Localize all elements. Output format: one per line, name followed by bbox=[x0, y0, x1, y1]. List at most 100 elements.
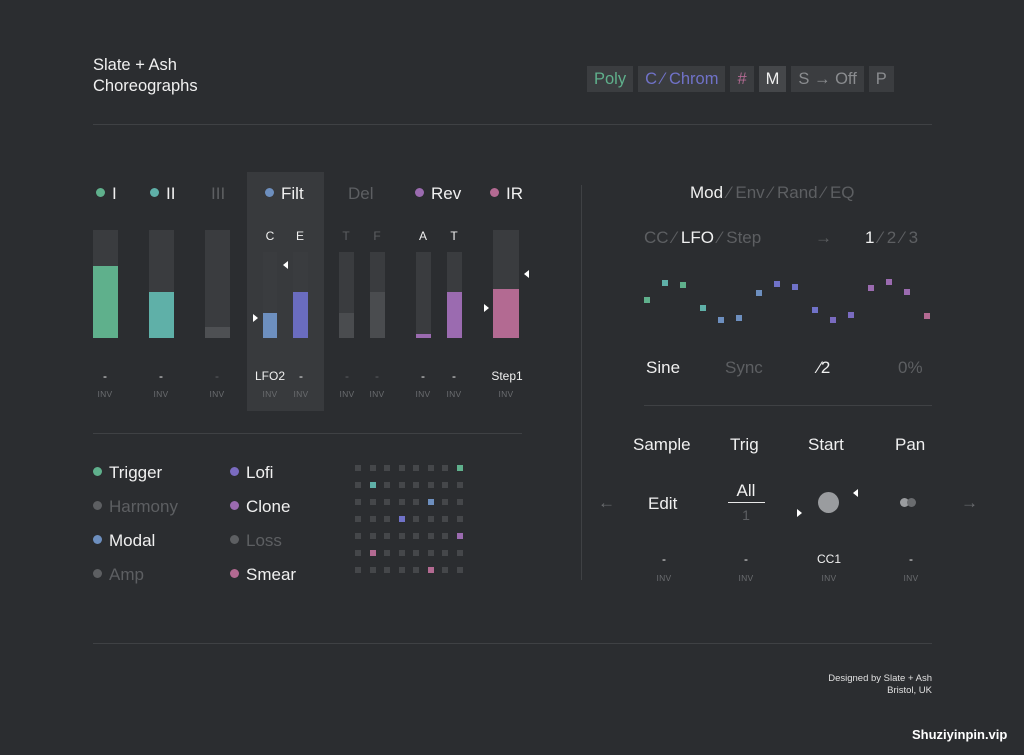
step-cell[interactable] bbox=[456, 499, 463, 505]
level-bar-del-t[interactable] bbox=[339, 252, 354, 338]
scale-button[interactable]: C ⁄ Chrom bbox=[638, 66, 726, 92]
step-cell[interactable] bbox=[456, 465, 463, 471]
fx-modal[interactable]: Modal bbox=[93, 531, 155, 551]
step-cell[interactable] bbox=[384, 567, 390, 573]
tab-rand[interactable]: Rand bbox=[777, 183, 818, 202]
step-cell[interactable] bbox=[413, 567, 419, 573]
inv-toggle[interactable]: INV bbox=[293, 389, 309, 399]
inv-toggle[interactable]: INV bbox=[498, 389, 514, 399]
step-cell[interactable] bbox=[427, 567, 434, 573]
step-cell[interactable] bbox=[442, 567, 448, 573]
step-cell[interactable] bbox=[369, 533, 376, 539]
step-cell[interactable] bbox=[427, 550, 434, 556]
inv-toggle[interactable]: INV bbox=[446, 389, 462, 399]
inv-toggle[interactable]: INV bbox=[656, 573, 672, 583]
step-cell[interactable] bbox=[456, 567, 463, 573]
step-cell[interactable] bbox=[355, 533, 361, 539]
lfo-amount[interactable]: 0% bbox=[898, 358, 923, 377]
step-cell[interactable] bbox=[355, 516, 361, 522]
step-cell[interactable] bbox=[369, 550, 376, 556]
fx-amp[interactable]: Amp bbox=[93, 565, 144, 585]
level-bar-ir[interactable] bbox=[493, 230, 519, 338]
step-cell[interactable] bbox=[427, 533, 434, 539]
arrow-right-icon[interactable]: → bbox=[961, 493, 978, 512]
tab-i[interactable]: I bbox=[96, 184, 117, 204]
step-cell[interactable] bbox=[398, 482, 405, 488]
inv-toggle[interactable]: INV bbox=[903, 573, 919, 583]
step-cell[interactable] bbox=[413, 465, 419, 471]
step-cell[interactable] bbox=[427, 482, 434, 488]
step-cell[interactable] bbox=[456, 516, 463, 522]
trig-sub-value[interactable]: 1 bbox=[742, 507, 750, 523]
step-cell[interactable] bbox=[355, 499, 361, 505]
inv-toggle[interactable]: INV bbox=[262, 389, 278, 399]
step-cell[interactable] bbox=[442, 533, 448, 539]
marker-left-icon[interactable] bbox=[524, 270, 529, 278]
step-cell[interactable] bbox=[398, 567, 405, 573]
step-cell[interactable] bbox=[398, 465, 405, 471]
step-cell[interactable] bbox=[355, 482, 361, 488]
slot-3[interactable]: 3 bbox=[908, 228, 919, 247]
fx-harmony[interactable]: Harmony bbox=[93, 497, 178, 517]
arrow-left-icon[interactable]: ← bbox=[598, 493, 615, 512]
poly-button[interactable]: Poly bbox=[587, 66, 634, 92]
pan-dot-left[interactable] bbox=[900, 498, 909, 507]
fx-smear[interactable]: Smear bbox=[230, 565, 296, 585]
step-cell[interactable] bbox=[413, 550, 419, 556]
lfo-division[interactable]: ⁄2 bbox=[818, 358, 831, 377]
step-cell[interactable] bbox=[384, 516, 390, 522]
lfo-sync[interactable]: Sync bbox=[725, 358, 763, 377]
fx-clone[interactable]: Clone bbox=[230, 497, 290, 517]
level-bar-filt-c[interactable] bbox=[263, 252, 277, 338]
step-cell[interactable] bbox=[442, 516, 448, 522]
step-cell[interactable] bbox=[384, 482, 390, 488]
step-cell[interactable] bbox=[442, 550, 448, 556]
step-cell[interactable] bbox=[369, 567, 376, 573]
level-bar-2[interactable] bbox=[149, 230, 174, 338]
step-cell[interactable] bbox=[427, 499, 434, 505]
step-cell[interactable] bbox=[442, 499, 448, 505]
level-bar-del-f[interactable] bbox=[370, 252, 385, 338]
level-bar-rev-a[interactable] bbox=[416, 252, 431, 338]
step-cell[interactable] bbox=[427, 516, 434, 522]
step-cell[interactable] bbox=[355, 567, 361, 573]
step-cell[interactable] bbox=[442, 465, 448, 471]
step-cell[interactable] bbox=[413, 533, 419, 539]
tab-ir[interactable]: IR bbox=[490, 184, 523, 204]
step-cell[interactable] bbox=[427, 465, 434, 471]
marker-left-icon[interactable] bbox=[283, 261, 288, 269]
step-cell[interactable] bbox=[384, 533, 390, 539]
step-cell[interactable] bbox=[384, 465, 390, 471]
tab-ii[interactable]: II bbox=[150, 184, 175, 204]
inv-toggle[interactable]: INV bbox=[738, 573, 754, 583]
level-bar-filt-e[interactable] bbox=[293, 252, 308, 338]
level-bar-3[interactable] bbox=[205, 230, 230, 338]
inv-toggle[interactable]: INV bbox=[153, 389, 169, 399]
step-cell[interactable] bbox=[398, 550, 405, 556]
inv-toggle[interactable]: INV bbox=[339, 389, 355, 399]
lfo-shape[interactable]: Sine bbox=[646, 358, 681, 377]
fx-trigger[interactable]: Trigger bbox=[93, 463, 162, 483]
inv-toggle[interactable]: INV bbox=[415, 389, 431, 399]
tab-mod[interactable]: Mod bbox=[690, 183, 724, 202]
source-step[interactable]: Step bbox=[726, 228, 762, 247]
tab-eq[interactable]: EQ bbox=[829, 183, 855, 202]
step-cell[interactable] bbox=[369, 499, 376, 505]
trig-value[interactable]: All bbox=[736, 481, 756, 500]
step-cell[interactable] bbox=[384, 499, 390, 505]
slot-2[interactable]: 2 bbox=[886, 228, 897, 247]
step-cell[interactable] bbox=[398, 499, 405, 505]
inv-toggle[interactable]: INV bbox=[209, 389, 225, 399]
tab-env[interactable]: Env bbox=[735, 183, 765, 202]
next-arrow-icon[interactable]: → bbox=[815, 228, 832, 247]
level-bar-1[interactable] bbox=[93, 230, 118, 338]
step-cell[interactable] bbox=[398, 516, 405, 522]
pan-dot-right[interactable] bbox=[907, 498, 916, 507]
p-button[interactable]: P bbox=[868, 66, 894, 92]
marker-right-icon[interactable] bbox=[253, 314, 258, 322]
sustain-button[interactable]: S → Off bbox=[791, 66, 864, 92]
step-cell[interactable] bbox=[456, 550, 463, 556]
edit-button[interactable]: Edit bbox=[648, 494, 678, 513]
source-cc[interactable]: CC bbox=[644, 228, 669, 247]
step-cell[interactable] bbox=[456, 533, 463, 539]
